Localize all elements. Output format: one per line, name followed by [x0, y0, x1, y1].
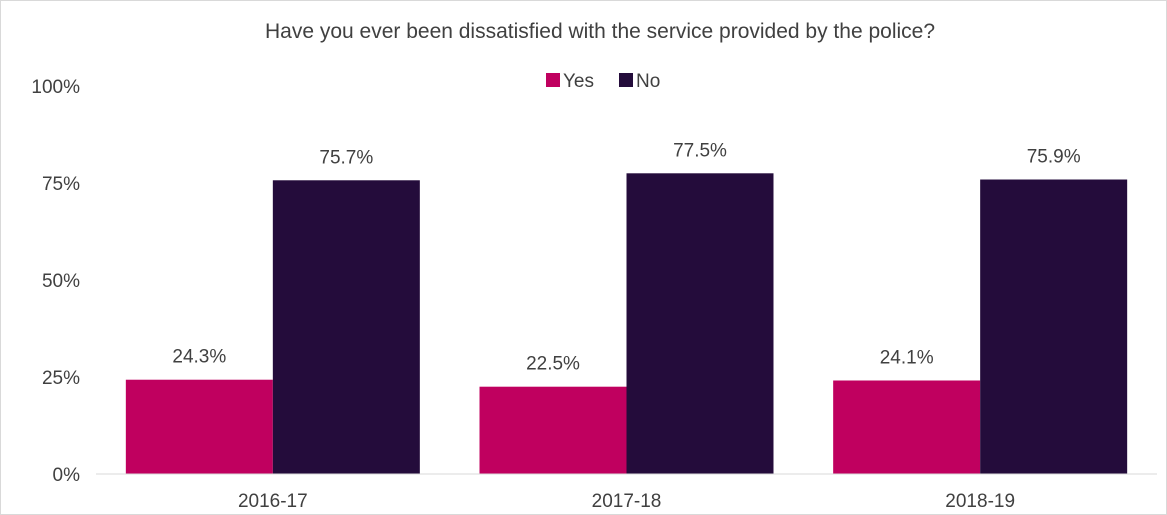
data-label-yes-2016-17: 24.3%: [172, 347, 226, 368]
bar-yes-2017-18: [479, 386, 627, 474]
bar-no-2017-18: [626, 173, 774, 475]
legend-swatch-no: [619, 73, 633, 87]
bar-no-2018-19: [980, 179, 1128, 474]
chart-title: Have you ever been dissatisfied with the…: [265, 20, 935, 43]
legend: Yes No: [546, 71, 660, 92]
data-label-no-2017-18: 77.5%: [673, 140, 727, 161]
bar-no-2016-17: [272, 180, 420, 474]
data-labels-group: 24.3% 75.7% 22.5% 77.5% 24.1% 75.9%: [172, 140, 1080, 374]
x-tick-label: 2017-18: [592, 491, 662, 512]
y-axis: 0% 25% 50% 75% 100%: [31, 77, 80, 486]
legend-label-yes: Yes: [563, 71, 594, 92]
y-tick-label: 100%: [31, 77, 80, 98]
y-tick-label: 25%: [42, 368, 80, 389]
x-tick-label: 2018-19: [945, 491, 1015, 512]
x-tick-label: 2016-17: [238, 491, 308, 512]
y-tick-label: 50%: [42, 271, 80, 292]
x-axis: 2016-17 2017-18 2018-19: [238, 491, 1015, 512]
data-label-no-2016-17: 75.7%: [319, 147, 373, 168]
data-label-yes-2017-18: 22.5%: [526, 354, 580, 375]
y-tick-label: 75%: [42, 174, 80, 195]
bars-group: [125, 173, 1128, 475]
legend-swatch-yes: [546, 73, 560, 87]
y-tick-label: 0%: [53, 465, 81, 486]
data-label-no-2018-19: 75.9%: [1027, 147, 1081, 168]
bar-yes-2018-19: [833, 380, 981, 474]
legend-label-no: No: [636, 71, 660, 92]
data-label-yes-2018-19: 24.1%: [880, 347, 934, 368]
bar-yes-2016-17: [125, 379, 273, 474]
